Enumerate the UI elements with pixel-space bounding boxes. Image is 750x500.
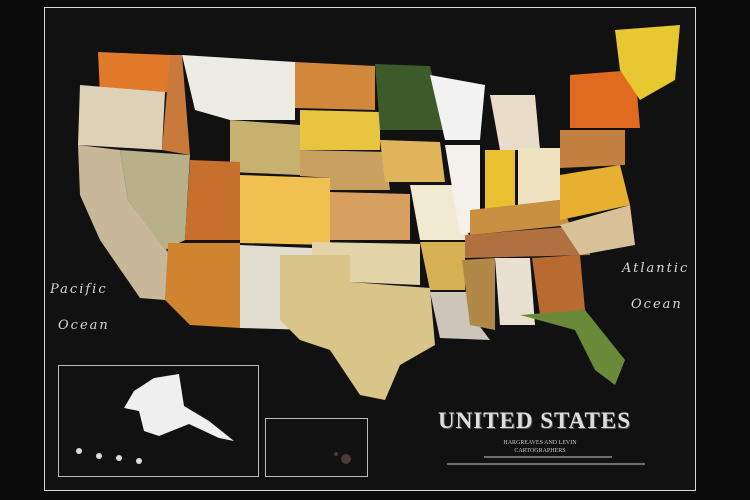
- map-title: UNITED STATES: [438, 408, 632, 433]
- state-carolinas: [560, 205, 635, 255]
- state-colorado: [240, 175, 330, 245]
- pacific-label-line1: Pacific: [50, 282, 108, 297]
- state-nevada: [120, 150, 190, 250]
- state-utah: [185, 160, 240, 240]
- state-michigan: [490, 95, 540, 150]
- state-new-england: [615, 25, 680, 100]
- pacific-label-line2: Ocean: [58, 318, 110, 333]
- state-kentucky: [470, 200, 570, 235]
- state-north-dakota: [295, 62, 375, 110]
- state-idaho: [162, 55, 190, 155]
- state-minnesota: [375, 64, 445, 130]
- state-mississippi: [462, 258, 495, 330]
- state-georgia: [532, 255, 585, 315]
- state-oklahoma: [312, 242, 420, 285]
- state-montana: [182, 55, 295, 120]
- state-nebraska: [300, 150, 390, 190]
- atlantic-label-line1: Atlantic: [622, 261, 690, 276]
- state-virginia: [560, 165, 630, 220]
- state-pennsylvania: [560, 130, 625, 168]
- state-wyoming: [230, 120, 300, 175]
- state-washington: [98, 52, 170, 95]
- alaska-shape: [76, 374, 234, 464]
- state-arkansas: [420, 242, 465, 290]
- state-ohio: [518, 148, 560, 205]
- state-arizona: [165, 243, 240, 328]
- alaska-inset: [58, 365, 259, 477]
- state-kansas: [330, 192, 410, 240]
- hawaii-inset: [265, 418, 368, 477]
- state-iowa: [380, 140, 445, 182]
- hawaii-shape: [334, 452, 351, 464]
- state-wisconsin: [430, 75, 485, 140]
- cartographer-line1: HARGREAVES AND LEVIN: [503, 440, 577, 446]
- cartographer-line2: CARTOGRAPHERS: [514, 448, 566, 454]
- state-new-york: [570, 70, 640, 128]
- state-south-dakota: [300, 110, 380, 150]
- atlantic-label-line2: Ocean: [631, 297, 683, 312]
- state-indiana: [485, 150, 515, 212]
- state-california: [78, 145, 170, 300]
- state-texas: [280, 255, 435, 400]
- state-oregon: [78, 85, 165, 150]
- state-tennessee: [465, 225, 590, 258]
- state-florida: [520, 310, 625, 385]
- state-alabama: [495, 258, 535, 325]
- state-louisiana: [430, 292, 490, 340]
